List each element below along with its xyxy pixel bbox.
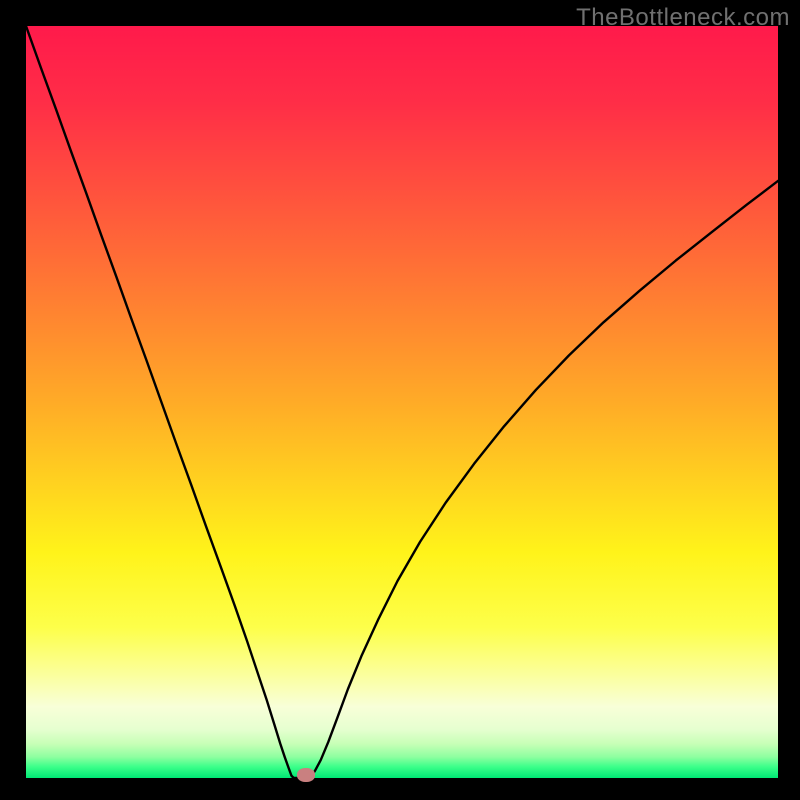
chart-frame [0, 0, 800, 800]
optimum-marker [297, 768, 315, 782]
bottleneck-curve [26, 26, 778, 778]
watermark-text: TheBottleneck.com [576, 4, 790, 32]
plot-area [26, 26, 778, 778]
